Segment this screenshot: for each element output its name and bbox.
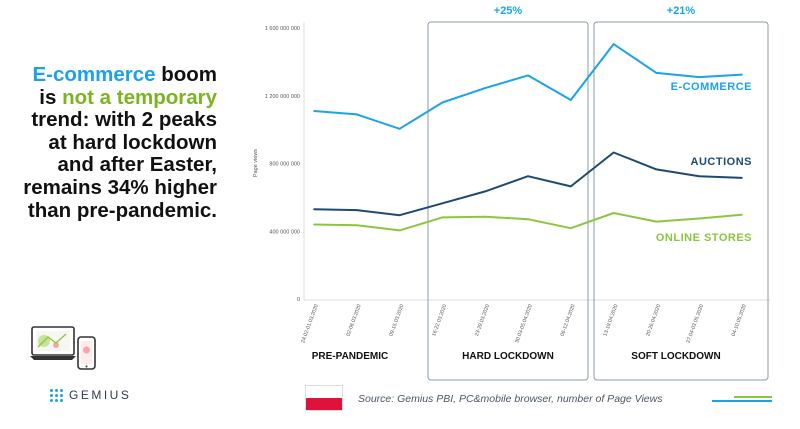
data-point xyxy=(612,212,615,214)
data-point xyxy=(655,168,658,171)
gemius-logo-icon xyxy=(50,388,63,402)
data-point xyxy=(527,175,529,177)
series-line xyxy=(313,151,743,217)
period-growth-label: +25% xyxy=(494,5,523,17)
data-point xyxy=(441,216,444,219)
series-label: AUCTIONS xyxy=(691,156,752,168)
period-growth-label: +21% xyxy=(667,5,696,17)
y-tick-label: 400 000 000 xyxy=(269,229,300,235)
period-label: PRE-PANDEMIC xyxy=(312,351,388,362)
data-point xyxy=(313,208,315,210)
period-label: HARD LOCKDOWN xyxy=(462,351,554,362)
series-line xyxy=(313,212,743,232)
period-box xyxy=(427,21,589,381)
data-point xyxy=(570,185,572,188)
data-point xyxy=(527,218,529,220)
period-label: SOFT LOCKDOWN xyxy=(631,351,720,362)
data-point xyxy=(570,227,572,229)
data-point xyxy=(655,72,658,74)
x-tick-label: 06-12.04.2020 xyxy=(560,304,577,338)
data-point xyxy=(484,215,487,218)
x-tick-label: 02-08.03.2020 xyxy=(346,304,363,338)
y-tick-label: 1 600 000 000 xyxy=(265,26,300,32)
data-point xyxy=(398,214,401,216)
headline: E-commerce boom is not a temporary trend… xyxy=(12,63,217,222)
series-label: ONLINE STORES xyxy=(656,232,752,244)
data-point xyxy=(741,177,743,179)
data-point xyxy=(612,151,615,154)
gemius-logo-text: GEMIUS xyxy=(69,388,132,402)
data-point xyxy=(527,74,529,77)
x-tick-label: 13-19.04.2020 xyxy=(602,304,619,338)
data-point xyxy=(484,87,487,89)
data-point xyxy=(398,229,401,232)
data-point xyxy=(655,220,658,223)
x-tick-label: 24.02-01.03.2020 xyxy=(300,304,320,344)
x-tick-label: 23-29.03.2020 xyxy=(474,304,491,338)
data-point xyxy=(741,214,743,216)
source-note: Source: Gemius PBI, PC&mobile browser, n… xyxy=(358,393,663,405)
data-point xyxy=(570,99,572,101)
devices-illustration-icon xyxy=(30,326,96,370)
data-point xyxy=(698,76,700,78)
data-point xyxy=(398,128,401,130)
headline-highlight-ecommerce: E-commerce xyxy=(32,63,156,86)
data-point xyxy=(612,43,615,45)
x-tick-label: 27.04-03.05.2020 xyxy=(686,304,706,344)
headline-text-2: trend: with 2 peaks at hard lockdown and… xyxy=(23,108,217,222)
data-point xyxy=(441,101,444,104)
y-tick-label: 800 000 000 xyxy=(269,162,300,168)
decorative-lines-icon xyxy=(712,396,772,402)
data-point xyxy=(741,73,743,76)
x-tick-label: 16-22.03.2020 xyxy=(431,304,448,338)
data-point xyxy=(356,113,358,116)
headline-text-1: boom is xyxy=(39,63,217,109)
y-tick-label: 0 xyxy=(297,297,300,303)
series-label: E-COMMERCE xyxy=(671,81,752,93)
x-tick-label: 30.03-05.04.2020 xyxy=(514,304,534,344)
data-point xyxy=(698,217,700,220)
y-tick-label: 1 200 000 000 xyxy=(265,94,300,100)
y-axis-label: Page views xyxy=(253,149,259,177)
period-box xyxy=(593,21,769,381)
x-tick-label: 09-15.03.2020 xyxy=(388,304,405,338)
headline-highlight-not-temporary: not a temporary xyxy=(62,85,217,109)
data-point xyxy=(441,202,444,205)
data-point xyxy=(313,110,315,112)
poland-flag-icon xyxy=(305,385,343,411)
data-point xyxy=(698,175,700,177)
data-point xyxy=(313,223,315,226)
x-tick-label: 20-26.04.2020 xyxy=(645,304,662,338)
x-tick-label: 04-10.05.2020 xyxy=(731,304,748,338)
data-point xyxy=(356,224,358,226)
data-point xyxy=(484,190,487,193)
data-point xyxy=(356,209,358,211)
gemius-logo: GEMIUS xyxy=(50,388,131,402)
